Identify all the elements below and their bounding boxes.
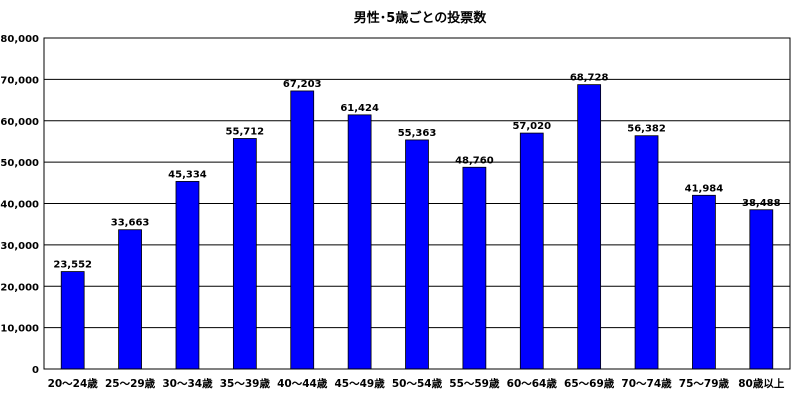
y-tick-label: 20,000 <box>0 282 39 293</box>
bar-7 <box>462 166 487 370</box>
bar-10 <box>634 135 659 370</box>
bar-0 <box>60 271 85 370</box>
bar-6 <box>405 139 429 370</box>
chart-title: 男性･5歳ごとの投票数 <box>354 10 487 26</box>
bar-12 <box>749 209 774 370</box>
bars <box>60 84 774 370</box>
x-category-label-4: 40～44歳 <box>277 377 328 390</box>
x-category-label-8: 60～64歳 <box>507 377 558 390</box>
x-category-label-11: 75～79歳 <box>679 377 730 390</box>
y-tick-label: 70,000 <box>0 75 39 86</box>
bar-11 <box>692 194 716 370</box>
y-tick-label: 30,000 <box>0 241 39 252</box>
data-label-8: 57,020 <box>512 121 551 132</box>
bar-1 <box>118 229 142 370</box>
plot-area-frame <box>43 37 791 370</box>
data-label-9: 68,728 <box>570 73 609 84</box>
x-category-label-3: 35～39歳 <box>220 377 271 390</box>
x-category-label-9: 65～69歳 <box>564 377 615 390</box>
x-category-label-6: 50～54歳 <box>392 377 443 390</box>
data-label-11: 41,984 <box>685 183 724 194</box>
bar-3 <box>232 138 257 370</box>
data-label-3: 55,712 <box>226 126 265 137</box>
data-label-7: 48,760 <box>455 155 494 166</box>
x-category-label-5: 45～49歳 <box>334 377 385 390</box>
data-label-4: 67,203 <box>283 79 322 90</box>
data-label-2: 45,334 <box>168 169 207 180</box>
data-label-12: 38,488 <box>742 198 781 209</box>
y-tick-label: 10,000 <box>0 324 39 335</box>
data-label-5: 61,424 <box>340 103 379 114</box>
data-label-1: 33,663 <box>111 218 150 229</box>
bar-4 <box>290 90 315 370</box>
data-label-0: 23,552 <box>53 260 92 271</box>
y-tick-label: 50,000 <box>0 158 39 169</box>
data-label-6: 55,363 <box>398 128 437 139</box>
bar-5 <box>347 114 372 370</box>
y-tick-label: 60,000 <box>0 117 39 128</box>
x-axis-category-labels: 20～24歳 25～29歳 30～34歳 35～39歳 40～44歳 45～49歳 50～5… <box>48 377 785 390</box>
x-category-label-10: 70～74歳 <box>621 377 672 390</box>
x-category-label-2: 30～34歳 <box>162 377 213 390</box>
data-labels: 23,552 33,663 45,334 55,712 67,203 61,424 55,3… <box>53 73 780 271</box>
data-label-10: 56,382 <box>627 124 666 135</box>
y-tick-label: 0 <box>32 365 39 376</box>
bar-9 <box>577 84 602 370</box>
y-tick-label: 80,000 <box>0 34 39 45</box>
y-tick-label: 40,000 <box>0 200 39 211</box>
y-axis-tick-labels: 0 10,000 20,000 30,000 40,000 50,000 60,000 70,… <box>0 34 39 376</box>
bar-8 <box>519 132 544 370</box>
x-category-label-1: 25～29歳 <box>105 377 156 390</box>
x-category-label-12: 80歳以上 <box>738 377 785 390</box>
x-category-label-0: 20～24歳 <box>48 377 99 390</box>
bar-2 <box>175 181 200 370</box>
x-category-label-7: 55～59歳 <box>449 377 500 390</box>
